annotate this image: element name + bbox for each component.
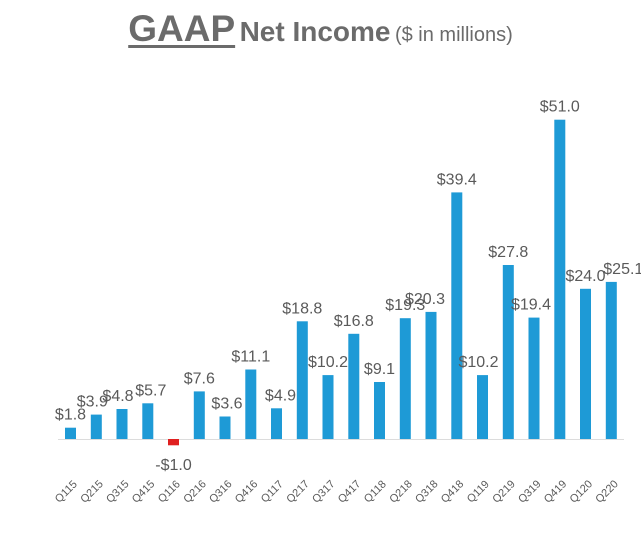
tick-label-Q219: Q219 (490, 478, 518, 506)
value-label-Q115: $1.8 (55, 407, 86, 424)
tick-label-Q220: Q220 (593, 478, 621, 506)
bar-Q318 (425, 311, 437, 439)
tick-label-Q318: Q318 (413, 478, 441, 506)
bar-Q319 (528, 317, 540, 439)
tick-label-Q117: Q117 (259, 478, 286, 505)
value-label-Q119: $10.2 (458, 354, 498, 371)
tick-label-Q115: Q115 (53, 478, 80, 505)
tick-label-Q416: Q416 (233, 478, 261, 506)
value-label-Q120: $24.0 (565, 268, 605, 285)
value-label-Q316: $3.6 (211, 396, 242, 413)
value-label-Q318: $20.3 (405, 291, 445, 308)
tick-label-Q418: Q418 (439, 478, 467, 506)
bar-Q118 (374, 382, 385, 439)
bar-Q419 (554, 119, 566, 439)
tick-label-Q319: Q319 (516, 478, 544, 506)
value-label-Q220: $25.1 (603, 261, 641, 278)
bar-Q215 (90, 414, 102, 439)
value-label-Q218: $19.3 (385, 297, 425, 314)
value-label-Q418: $39.4 (437, 171, 477, 188)
tick-label-Q216: Q216 (181, 478, 209, 506)
title-main: GAAP (128, 8, 236, 49)
tick-label-Q419: Q419 (542, 478, 570, 506)
bar-Q418 (451, 192, 463, 439)
bar-Q117 (271, 408, 282, 439)
bar-Q119 (477, 375, 488, 439)
chart-title: GAAP Net Income ($ in millions) (0, 8, 641, 50)
bar-Q317 (322, 375, 334, 439)
tick-label-Q116: Q116 (156, 478, 183, 505)
bar-Q219 (502, 265, 514, 439)
value-label-Q417: $16.8 (334, 313, 374, 330)
bar-Q417 (348, 333, 360, 439)
tick-label-Q120: Q120 (568, 478, 596, 506)
tick-label-Q218: Q218 (387, 478, 415, 506)
tick-label-Q317: Q317 (310, 478, 338, 506)
tick-label-Q119: Q119 (465, 478, 492, 505)
bar-Q416 (245, 369, 257, 439)
value-label-Q216: $7.6 (184, 370, 215, 387)
tick-label-Q215: Q215 (78, 478, 106, 506)
value-label-Q419: $51.0 (540, 99, 580, 116)
value-label-Q116: -$1.0 (155, 457, 192, 474)
tick-label-Q316: Q316 (207, 478, 235, 506)
value-label-Q315: $4.8 (102, 388, 133, 405)
value-label-Q217: $18.8 (282, 300, 322, 317)
bar-Q316 (219, 416, 231, 439)
title-unit: ($ in millions) (394, 24, 513, 46)
value-label-Q215: $3.9 (77, 394, 108, 411)
value-label-Q219: $27.8 (488, 244, 528, 261)
value-label-Q415: $5.7 (135, 382, 166, 399)
bar-Q218 (399, 318, 411, 439)
bar-Q415 (142, 403, 154, 439)
bar-Q220 (605, 281, 617, 439)
value-label-Q117: $4.9 (265, 387, 296, 404)
tick-label-Q415: Q415 (130, 478, 158, 506)
tick-label-Q417: Q417 (336, 478, 364, 506)
value-label-Q319: $19.4 (511, 297, 551, 314)
title-rest: Net Income (239, 16, 391, 47)
value-label-Q416: $11.1 (231, 349, 270, 366)
bar-Q315 (116, 409, 128, 439)
bar-Q115 (65, 427, 76, 439)
bar-Q120 (580, 288, 591, 439)
value-label-Q118: $9.1 (364, 361, 395, 378)
tick-label-Q217: Q217 (284, 478, 312, 506)
tick-label-Q118: Q118 (362, 478, 389, 505)
bar-Q216 (193, 391, 205, 439)
value-label-Q317: $10.2 (308, 354, 348, 371)
bar-Q116 (168, 439, 179, 446)
tick-label-Q315: Q315 (104, 478, 132, 506)
bar-Q217 (296, 321, 308, 439)
